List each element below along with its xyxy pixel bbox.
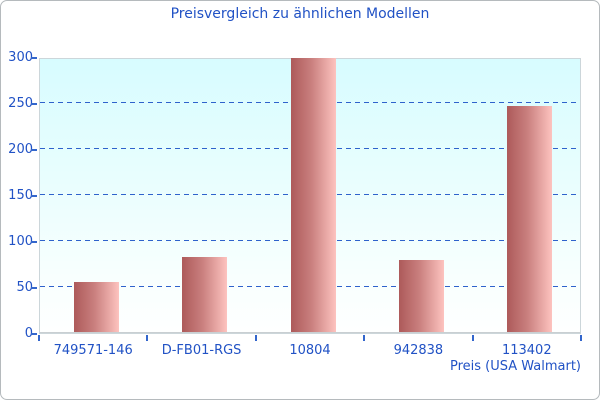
y-tick-mark — [31, 149, 37, 151]
plot-area — [39, 57, 581, 334]
x-axis-title: Preis (USA Walmart) — [449, 359, 581, 374]
x-tick-label: 942838 — [393, 343, 444, 358]
x-tick-label: 10804 — [289, 343, 331, 358]
x-tick-mark — [580, 335, 582, 341]
y-tick-mark — [31, 57, 37, 59]
y-tick-label: 50 — [16, 280, 33, 295]
x-tick-label: 113402 — [501, 343, 552, 358]
y-tick-label: 100 — [8, 234, 33, 249]
bar-942838 — [398, 260, 444, 333]
x-tick-label: 749571-146 — [53, 343, 133, 358]
x-tick-mark — [38, 335, 40, 341]
x-tick-label: D-FB01-RGS — [161, 343, 242, 358]
bar-D-FB01-RGS — [182, 256, 228, 333]
x-tick-mark — [471, 335, 474, 341]
chart-title: Preisvergleich zu ähnlichen Modellen — [170, 6, 430, 22]
y-tick-label: 150 — [8, 188, 33, 203]
x-tick-mark — [254, 335, 257, 341]
y-tick-mark — [31, 241, 37, 243]
bar-113402 — [507, 105, 553, 333]
bar-10804 — [290, 57, 336, 333]
y-tick-label: 300 — [8, 50, 33, 65]
y-tick-mark — [31, 195, 37, 197]
y-tick-label: 200 — [8, 142, 33, 157]
y-tick-mark — [31, 103, 37, 105]
x-tick-mark — [363, 335, 366, 341]
y-tick-mark — [31, 333, 37, 335]
bar-749571-146 — [73, 282, 119, 333]
y-tick-label: 0 — [24, 326, 33, 341]
y-tick-mark — [31, 287, 37, 289]
x-tick-mark — [146, 335, 149, 341]
x-axis-line — [40, 332, 580, 333]
y-tick-label: 250 — [8, 96, 33, 111]
